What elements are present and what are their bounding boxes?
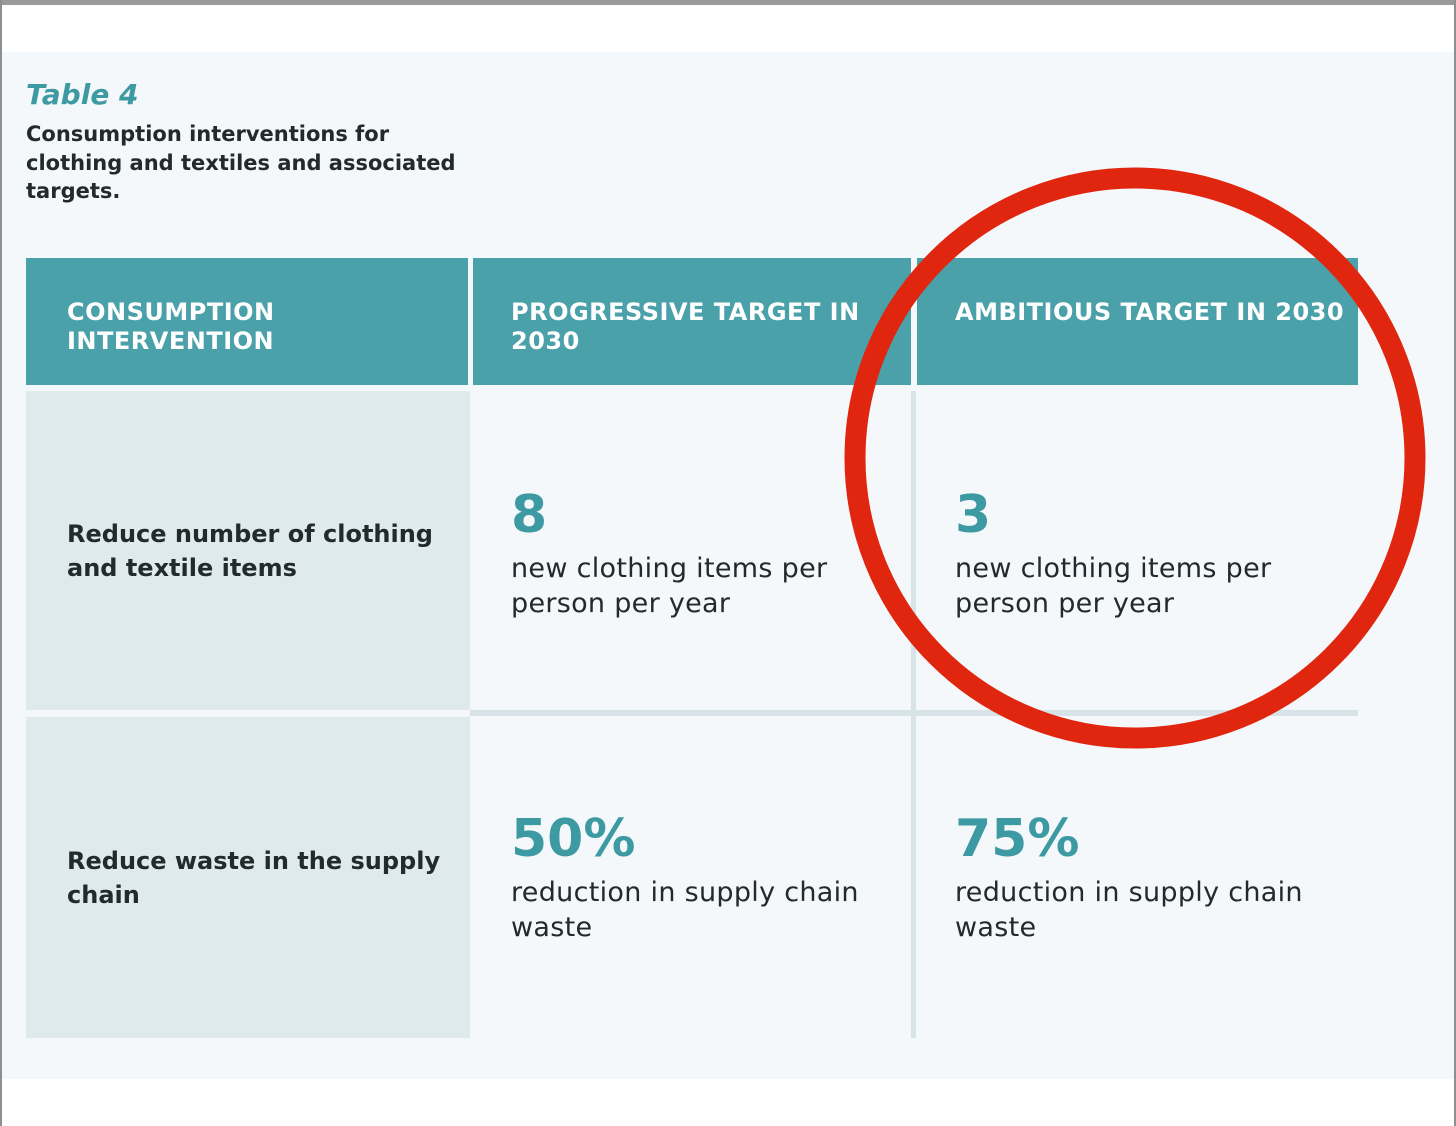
cell-ambitious-waste: 75% reduction in supply chain waste: [955, 813, 1335, 945]
table-number: Table 4: [26, 78, 139, 111]
cell-ambitious-clothing: 3 new clothing items per person per year: [955, 489, 1335, 621]
window-top-border: [0, 0, 1456, 5]
target-value: 3: [955, 485, 992, 545]
row-label-text: Reduce number of clothing and textile it…: [67, 519, 433, 582]
column-header-ambitious-target: AMBITIOUS TARGET IN 2030: [917, 258, 1358, 385]
row-label-supply-chain-waste: Reduce waste in the supply chain: [26, 717, 470, 1038]
target-value: 50%: [511, 809, 636, 869]
row-label-text: Reduce waste in the supply chain: [67, 846, 441, 909]
target-description: new clothing items per person per year: [511, 553, 828, 619]
target-description: new clothing items per person per year: [955, 553, 1272, 619]
column-header-intervention: CONSUMPTION INTERVENTION: [26, 258, 468, 385]
row-divider: [470, 710, 1358, 716]
column-header-progressive-target: PROGRESSIVE TARGET IN 2030: [473, 258, 911, 385]
target-value: 75%: [955, 809, 1080, 869]
table-caption: Consumption interventions for clothing a…: [26, 122, 456, 203]
cell-progressive-waste: 50% reduction in supply chain waste: [511, 813, 891, 945]
target-description: reduction in supply chain waste: [955, 877, 1303, 943]
cell-progressive-clothing: 8 new clothing items per person per year: [511, 489, 891, 621]
target-description: reduction in supply chain waste: [511, 877, 859, 943]
window-right-border: [1454, 0, 1456, 1126]
target-value: 8: [511, 485, 548, 545]
window-left-border: [0, 0, 2, 1126]
row-label-clothing-items: Reduce number of clothing and textile it…: [26, 391, 470, 710]
